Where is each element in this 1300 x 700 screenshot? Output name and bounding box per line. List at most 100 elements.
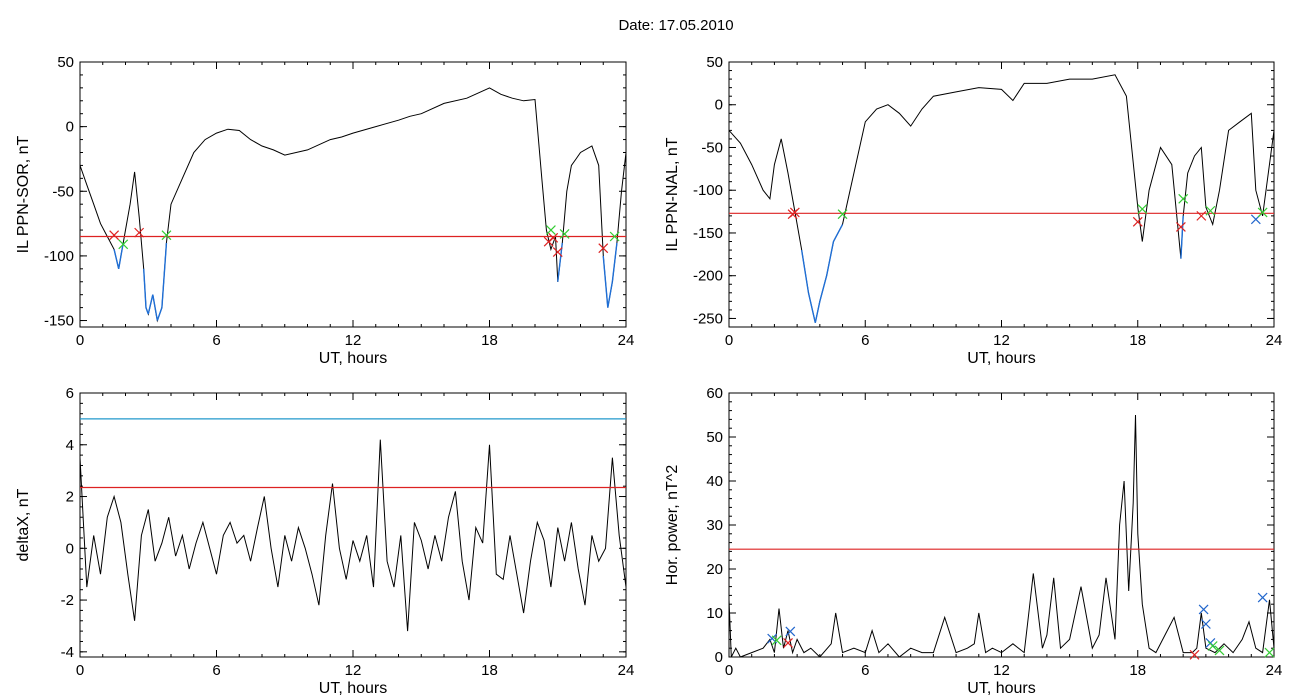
marker-stroke [837,209,848,220]
y-tick-label: 0 [715,649,723,666]
series-line [80,439,626,632]
y-axis-label: IL PPN-NAL, nT [664,137,681,251]
marker-stroke [161,230,172,241]
below-threshold-segment [825,241,835,276]
marker-blue [785,626,796,637]
x-axis-label: UT, hours [967,680,1035,697]
y-tick-label: 6 [66,385,74,402]
below-threshold-segment [602,255,609,308]
series-line [729,74,1274,323]
x-tick-label: 24 [1266,662,1283,679]
x-tick-label: 6 [212,332,220,349]
y-tick-label: -150 [693,225,723,242]
marker-stroke [109,230,120,241]
marker-blue [1257,592,1268,603]
x-tick-label: 0 [76,662,84,679]
marker-stroke [1205,205,1216,216]
marker-green [771,635,782,646]
y-tick-label: -4 [61,644,74,661]
marker-stroke [1137,204,1148,214]
y-tick-label: -50 [52,183,74,200]
marker-blue [1198,604,1209,615]
x-axis-label: UT, hours [319,680,387,697]
y-tick-label: 50 [57,54,74,71]
marker-red [598,243,609,254]
x-axis-label: UT, hours [319,350,387,367]
marker-red [552,247,563,257]
y-tick-label: 0 [715,97,723,114]
marker-stroke [1132,216,1143,227]
marker-green [1205,205,1216,216]
x-tick-label: 6 [212,662,220,679]
marker-stroke [1198,604,1209,615]
below-threshold-segment [161,242,168,308]
marker-stroke [598,243,609,254]
x-tick-label: 6 [861,332,869,349]
marker-stroke [609,231,620,242]
marker-stroke [1178,193,1189,204]
x-tick-label: 6 [861,662,869,679]
x-tick-label: 12 [993,332,1010,349]
marker-green [161,230,172,241]
plot-frame [79,61,627,328]
marker-red [1189,649,1200,660]
marker-stroke [552,247,563,257]
x-tick-label: 24 [1266,332,1283,349]
y-tick-label: 0 [66,540,74,557]
below-threshold-segment [147,294,154,315]
marker-green [1137,204,1148,214]
below-threshold-segment [1180,215,1184,259]
marker-red [548,232,559,243]
x-tick-label: 18 [481,662,498,679]
x-tick-label: 24 [618,332,635,349]
marker-stroke [559,229,570,239]
marker-stroke [1214,645,1225,656]
chart-panel-2: 0 6 12 18 24 -250 -200 -150 -100 -50 0 50 UT, hours I… [664,54,1282,367]
x-tick-label: 0 [725,332,733,349]
marker-green [1214,645,1225,656]
marker-red [134,227,145,238]
y-tick-label: 0 [66,119,74,136]
below-threshold-segment [814,301,821,323]
marker-green [559,229,570,239]
y-axis-label: IL PPN-SOR, nT [15,135,32,253]
below-threshold-segment [807,292,816,323]
y-tick-label: 40 [706,473,723,490]
x-tick-label: 18 [1129,662,1146,679]
y-tick-label: -50 [701,139,723,156]
marker-red [783,637,793,648]
marker-stroke [118,239,129,250]
marker-green [1178,193,1189,204]
chart-panel-4: 0 6 12 18 24 0 10 20 30 40 50 60 UT, hours Hor. power… [664,385,1282,697]
marker-green [609,231,620,242]
plot-frame [728,61,1275,328]
plot-frame [728,392,1275,658]
chart-panel-1: 0 6 12 18 24 -150 -100 -50 0 50 UT, hours IL PPN-SO… [15,54,634,367]
marker-red [1175,222,1186,232]
y-tick-label: -150 [44,313,74,330]
marker-green [1257,207,1268,218]
marker-green [546,225,556,235]
x-axis-label: UT, hours [967,350,1035,367]
marker-green [837,209,848,220]
marker-blue [1200,619,1211,629]
x-tick-label: 12 [345,662,362,679]
marker-stroke [1200,619,1211,629]
marker-stroke [1189,649,1200,660]
below-threshold-segment [557,242,563,282]
x-tick-label: 12 [993,662,1010,679]
below-threshold-segment [819,275,828,302]
x-tick-label: 12 [345,332,362,349]
below-threshold-segment [156,307,163,321]
below-threshold-segment [117,255,122,269]
marker-red [1132,216,1143,227]
page-title: Date: 17.05.2010 [618,17,734,34]
y-tick-label: -100 [44,248,74,265]
below-threshold-segment [800,249,810,293]
y-tick-label: -100 [693,182,723,199]
x-tick-label: 0 [725,662,733,679]
marker-green [118,239,129,250]
below-threshold-segment [832,224,844,242]
